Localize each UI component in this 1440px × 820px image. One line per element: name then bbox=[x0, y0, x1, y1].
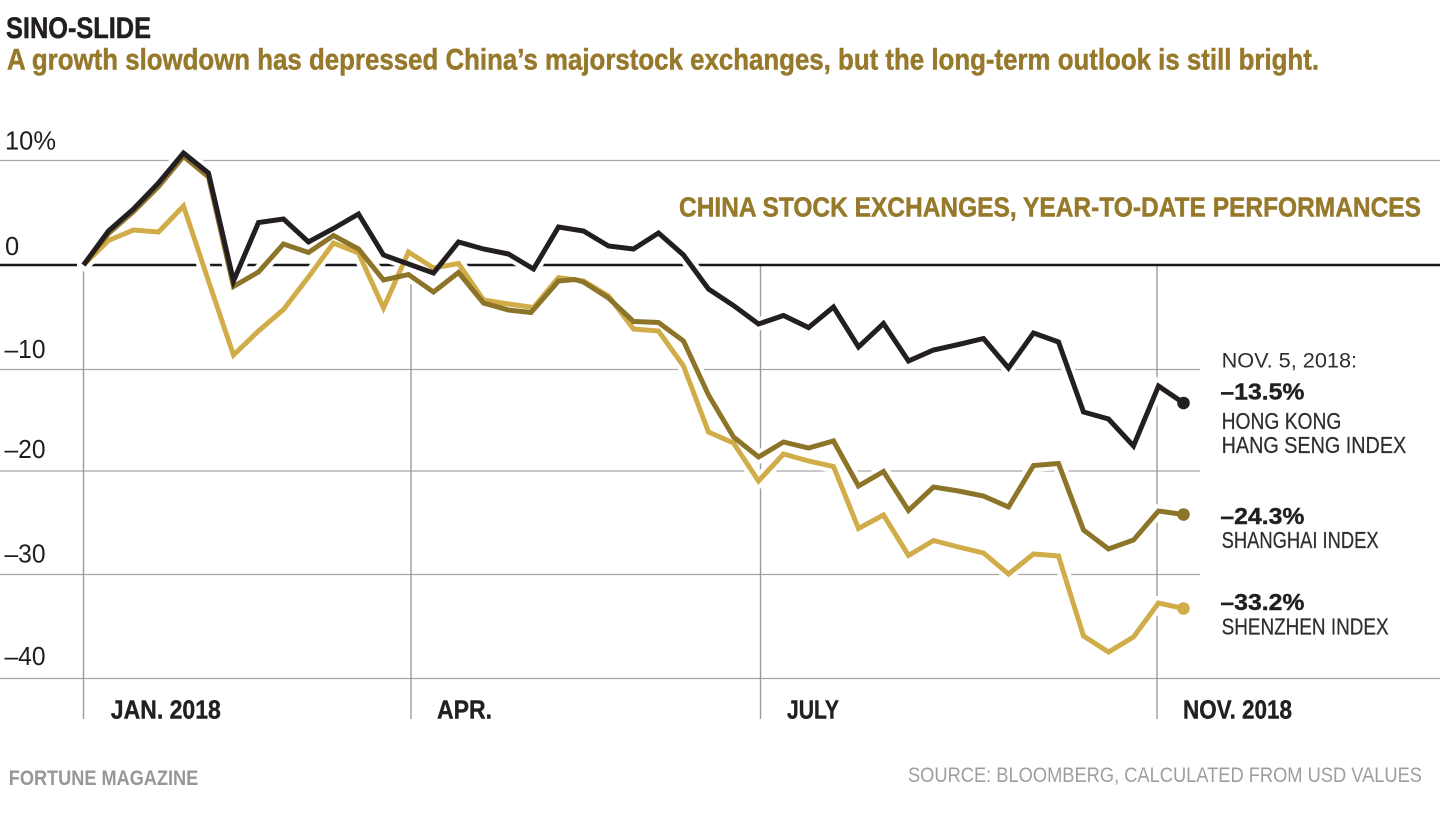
svg-text:A growth slowdown has depresse: A growth slowdown has depressed China’s … bbox=[7, 44, 1319, 77]
svg-text:–20: –20 bbox=[5, 436, 46, 464]
svg-text:–24.3%: –24.3% bbox=[1220, 503, 1304, 529]
svg-text:10%: 10% bbox=[5, 128, 56, 156]
svg-text:JULY: JULY bbox=[787, 695, 839, 725]
svg-text:SHENZHEN INDEX: SHENZHEN INDEX bbox=[1222, 614, 1389, 640]
svg-text:SOURCE: BLOOMBERG, CALCULATED: SOURCE: BLOOMBERG, CALCULATED FROM USD V… bbox=[908, 764, 1422, 787]
svg-text:FORTUNE MAGAZINE: FORTUNE MAGAZINE bbox=[9, 767, 199, 790]
svg-text:HONG KONG: HONG KONG bbox=[1222, 408, 1342, 434]
svg-text:NOV. 2018: NOV. 2018 bbox=[1183, 695, 1292, 725]
svg-text:APR.: APR. bbox=[437, 695, 492, 725]
svg-text:–13.5%: –13.5% bbox=[1220, 379, 1304, 405]
svg-text:0: 0 bbox=[5, 233, 19, 261]
svg-text:SINO-SLIDE: SINO-SLIDE bbox=[6, 12, 151, 45]
svg-text:–10: –10 bbox=[5, 336, 46, 364]
svg-text:HANG SENG INDEX: HANG SENG INDEX bbox=[1222, 432, 1407, 458]
svg-text:NOV. 5, 2018:: NOV. 5, 2018: bbox=[1222, 350, 1358, 373]
svg-text:–30: –30 bbox=[5, 541, 46, 569]
svg-text:–40: –40 bbox=[5, 643, 46, 671]
svg-text:CHINA STOCK EXCHANGES, YEAR-TO: CHINA STOCK EXCHANGES, YEAR-TO-DATE PERF… bbox=[679, 192, 1421, 223]
svg-text:SHANGHAI INDEX: SHANGHAI INDEX bbox=[1222, 527, 1379, 553]
svg-text:–33.2%: –33.2% bbox=[1220, 589, 1304, 615]
svg-text:JAN. 2018: JAN. 2018 bbox=[111, 695, 221, 725]
